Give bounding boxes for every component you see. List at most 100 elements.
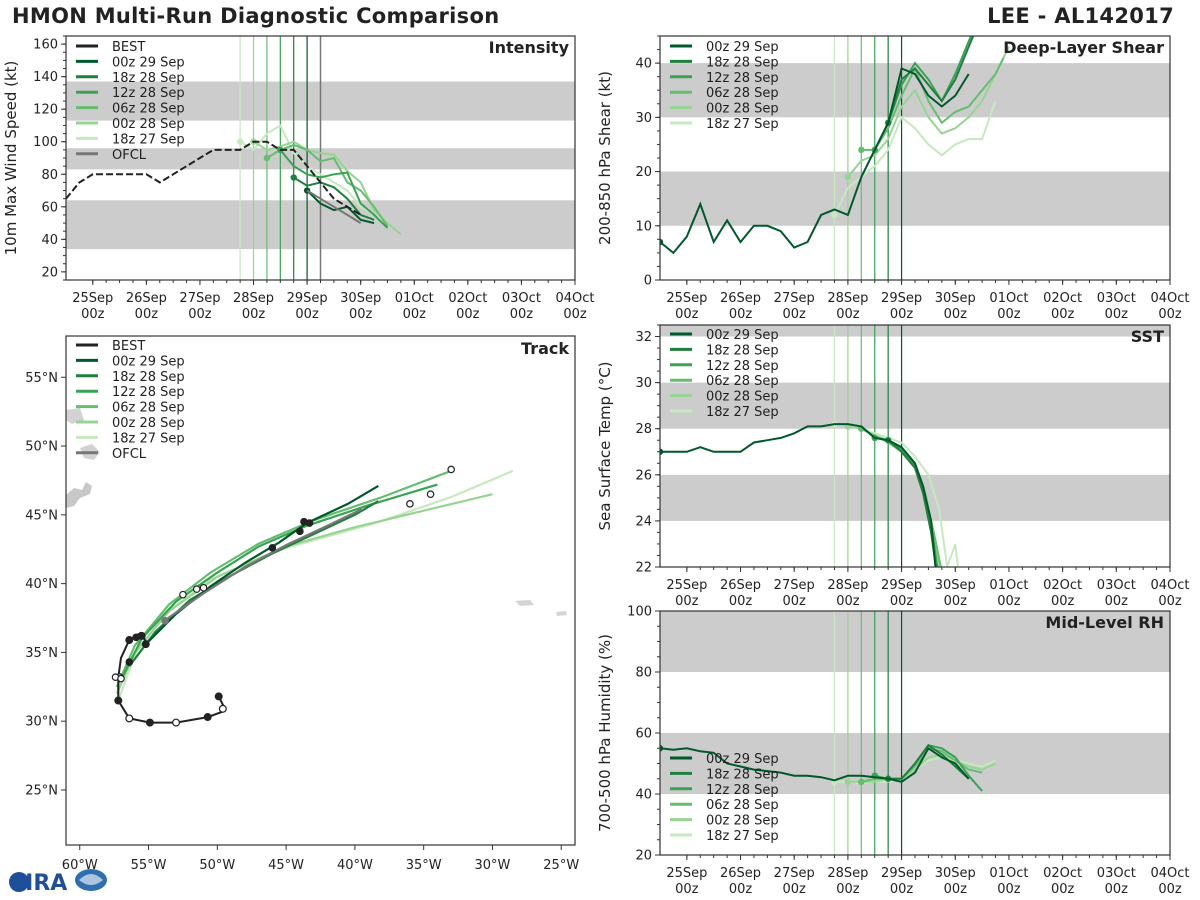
- intensity-xtick-hour: 00z: [510, 307, 534, 322]
- sst-xtick-day: 01Oct: [989, 578, 1028, 593]
- track-position-marker: [268, 544, 277, 552]
- rh-xtick-day: 01Oct: [989, 866, 1028, 881]
- track-best-point: [141, 640, 150, 649]
- rh-xtick-hour: 00z: [675, 882, 699, 897]
- sst-ytick-label: 24: [635, 514, 652, 529]
- rh-legend-label: 18z 28 Sep: [706, 767, 779, 782]
- chart-title-left: HMON Multi-Run Diagnostic Comparison: [12, 4, 500, 28]
- intensity-xtick-hour: 00z: [403, 307, 427, 322]
- intensity-xtick-day: 30Sep: [340, 291, 381, 306]
- intensity-xtick-day: 29Sep: [287, 291, 328, 306]
- rh-series-start-point: [660, 745, 664, 752]
- track-best-point: [172, 718, 181, 727]
- rh-xtick-hour: 00z: [1105, 882, 1129, 897]
- shear-xtick-day: 04Oct: [1150, 291, 1189, 306]
- shear-xtick-hour: 00z: [783, 307, 807, 322]
- intensity-legend-label: OFCL: [112, 148, 147, 163]
- intensity-panel-title: Intensity: [489, 38, 570, 57]
- track-legend-label: OFCL: [112, 447, 147, 462]
- track-best-point: [125, 636, 134, 645]
- sst-xtick-day: 29Sep: [881, 578, 922, 593]
- rh-legend-label: 18z 27 Sep: [706, 829, 779, 844]
- intensity-ytick-label: 120: [33, 103, 58, 118]
- intensity-ytick-label: 100: [33, 135, 58, 150]
- track-position-marker: [125, 658, 134, 666]
- intensity-series-line: [266, 143, 389, 227]
- track-legend-label: 18z 27 Sep: [112, 431, 185, 446]
- rh-xtick-day: 28Sep: [827, 866, 868, 881]
- rh-ytick-label: 100: [627, 605, 652, 620]
- shear-ytick-label: 10: [635, 219, 652, 234]
- track-ytick-label: 55°N: [25, 371, 58, 386]
- sst-xtick-hour: 00z: [1105, 594, 1129, 609]
- track-ytick-label: 45°N: [25, 508, 58, 523]
- rh-xtick-hour: 00z: [997, 882, 1021, 897]
- panel-intensity: 2040608010012014016025Sep00z26Sep00z27Se…: [2, 35, 595, 322]
- track-series-line: [115, 469, 452, 688]
- shear-legend-label: 00z 29 Sep: [706, 40, 779, 55]
- track-best-point: [114, 696, 123, 705]
- sst-series-line: [660, 423, 937, 567]
- track-position-marker: [192, 585, 201, 593]
- sst-xtick-hour: 00z: [836, 594, 860, 609]
- track-plot-area: [66, 408, 567, 727]
- intensity-xtick-hour: 00z: [349, 307, 373, 322]
- sst-xtick-hour: 00z: [997, 594, 1021, 609]
- sst-ytick-label: 28: [635, 422, 652, 437]
- intensity-series-line: [293, 176, 375, 221]
- intensity-ytick-label: 60: [41, 200, 58, 215]
- track-position-marker: [199, 583, 208, 592]
- sst-ytick-label: 26: [635, 468, 652, 483]
- sst-band: [660, 474, 1170, 521]
- shear-xtick-hour: 00z: [1051, 307, 1075, 322]
- panel-shear: 01020304025Sep00z26Sep00z27Sep00z28Sep00…: [596, 35, 1190, 322]
- sst-legend-label: 18z 28 Sep: [706, 343, 779, 358]
- track-best-point: [145, 718, 154, 727]
- rh-xtick-hour: 00z: [729, 882, 753, 897]
- track-ofcl-line: [161, 508, 363, 624]
- shear-panel-title: Deep-Layer Shear: [1003, 38, 1164, 57]
- track-xtick-label: 45°W: [268, 858, 304, 873]
- shear-xtick-day: 25Sep: [666, 291, 707, 306]
- cira-logo-globe: [9, 872, 29, 892]
- rh-xtick-hour: 00z: [1051, 882, 1075, 897]
- track-position-marker: [161, 616, 169, 625]
- track-series-line: [128, 500, 379, 667]
- shear-legend-label: 18z 27 Sep: [706, 117, 779, 132]
- intensity-xtick-hour: 00z: [563, 307, 587, 322]
- rh-xtick-day: 02Oct: [1043, 866, 1082, 881]
- sst-series-start-point: [660, 448, 664, 455]
- rh-legend-label: 00z 28 Sep: [706, 814, 779, 829]
- shear-series-start-point: [660, 238, 664, 246]
- intensity-xtick-day: 03Oct: [502, 291, 541, 306]
- sst-xtick-day: 04Oct: [1150, 578, 1189, 593]
- track-xtick-label: 55°W: [131, 858, 167, 873]
- sst-xtick-hour: 00z: [783, 594, 807, 609]
- shear-xtick-hour: 00z: [836, 307, 860, 322]
- sst-xtick-hour: 00z: [729, 594, 753, 609]
- intensity-series-line: [252, 140, 402, 236]
- track-xtick-label: 40°W: [337, 858, 373, 873]
- track-xtick-label: 25°W: [543, 858, 579, 873]
- shear-ytick-label: 40: [635, 57, 652, 72]
- shear-xtick-hour: 00z: [997, 307, 1021, 322]
- intensity-xtick-day: 04Oct: [555, 291, 594, 306]
- intensity-legend-label: 18z 27 Sep: [112, 132, 185, 147]
- track-legend-label: 12z 28 Sep: [112, 385, 185, 400]
- track-legend-label: 00z 28 Sep: [112, 416, 185, 431]
- shear-xtick-day: 26Sep: [720, 291, 761, 306]
- track-best-point: [218, 704, 227, 713]
- intensity-ytick-label: 140: [33, 70, 58, 85]
- track-ytick-label: 50°N: [25, 440, 58, 455]
- rh-legend-label: 06z 28 Sep: [706, 798, 779, 813]
- intensity-legend-label: 00z 29 Sep: [112, 55, 185, 70]
- sst-ytick-label: 30: [635, 376, 652, 391]
- shear-ylabel: 200-850 hPa Shear (kt): [596, 71, 614, 245]
- storm-title: LEE - AL142017: [987, 4, 1174, 28]
- intensity-xtick-day: 02Oct: [448, 291, 487, 306]
- sst-band: [660, 382, 1170, 429]
- shear-xtick-day: 03Oct: [1097, 291, 1136, 306]
- panel-rh: 2040608010025Sep00z26Sep00z27Sep00z28Sep…: [596, 605, 1190, 898]
- intensity-series-line: [306, 189, 375, 225]
